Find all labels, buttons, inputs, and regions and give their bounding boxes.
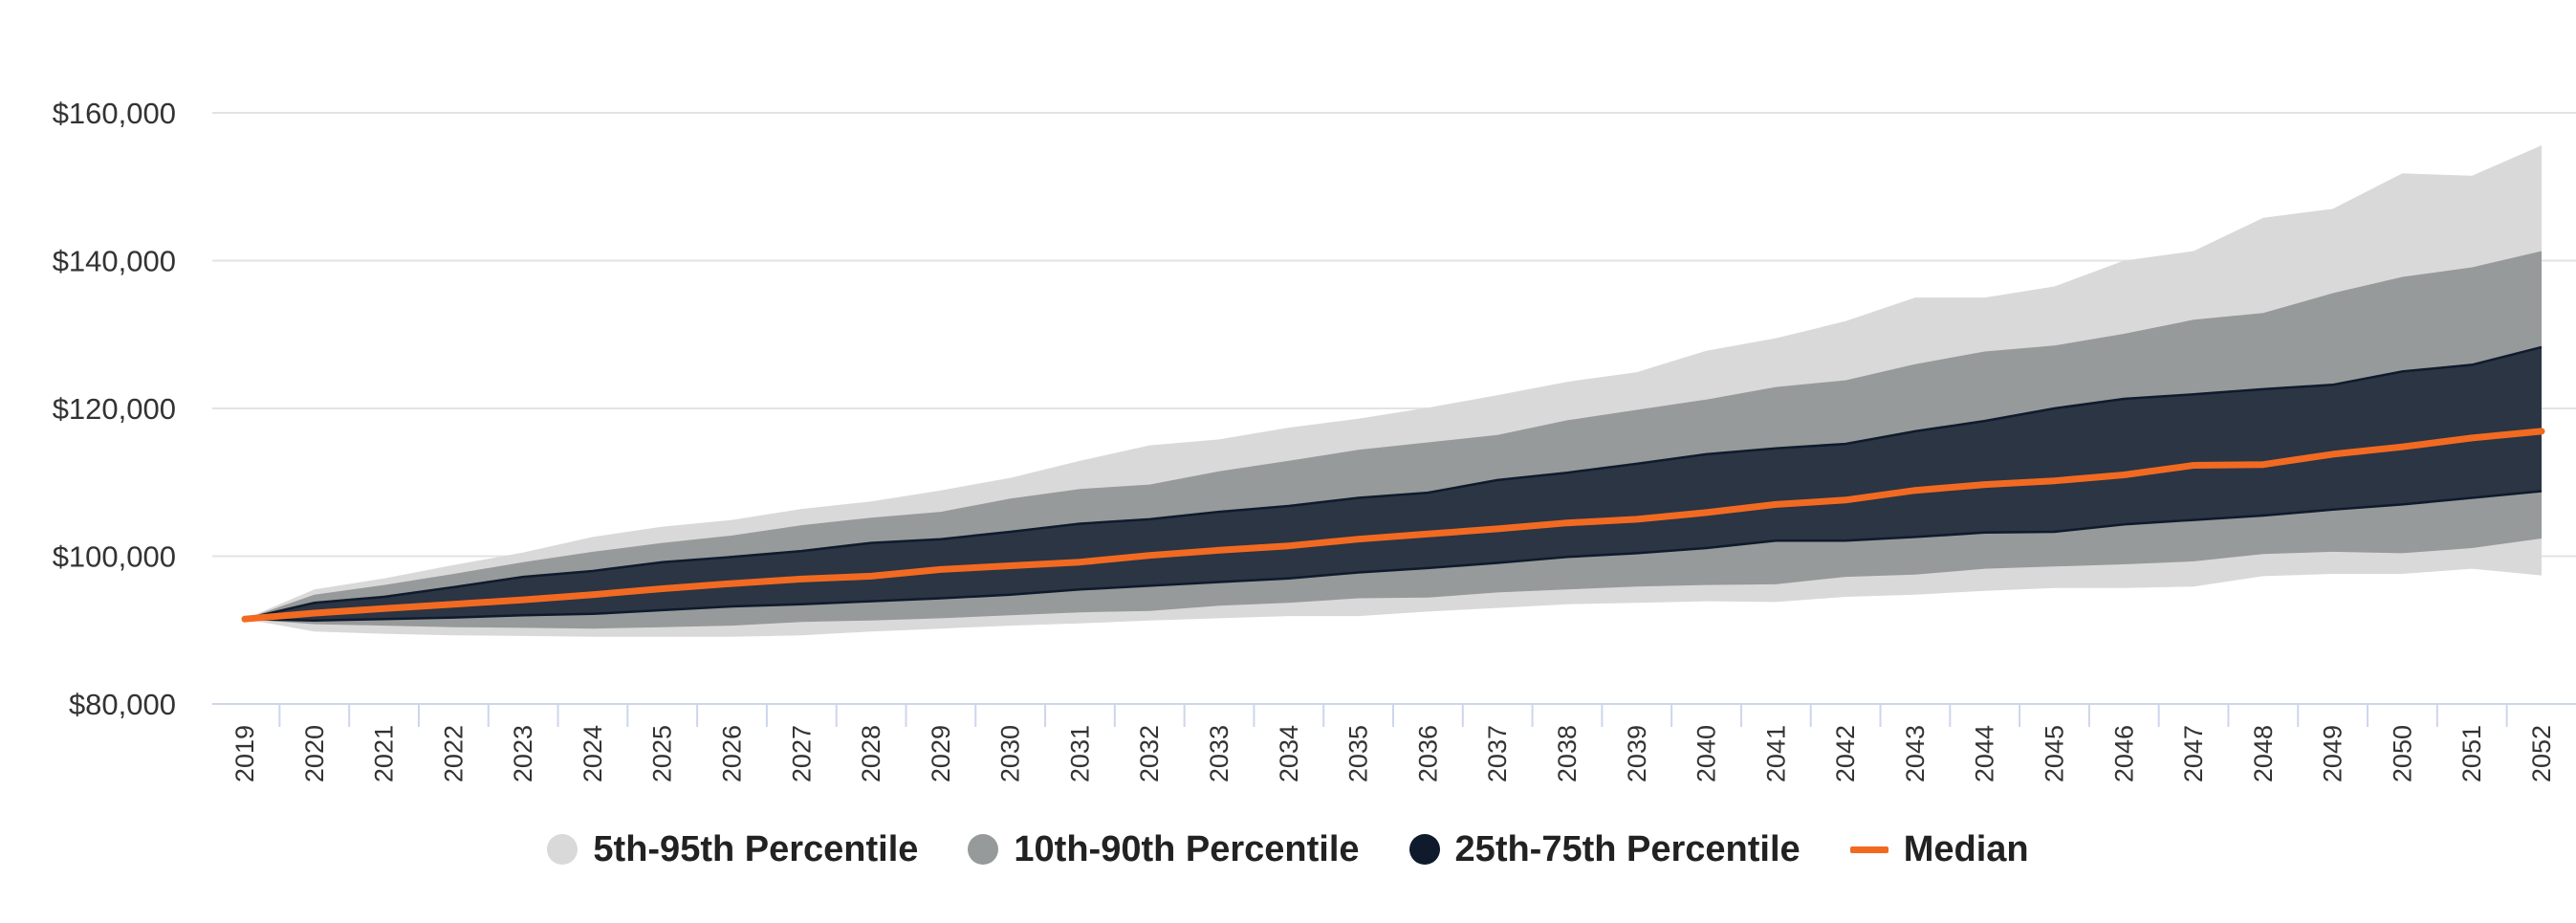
legend-swatch-25-75 xyxy=(1408,834,1440,865)
legend-label-25-75: 25th-75th Percentile xyxy=(1454,828,1801,869)
legend-item-25-75[interactable]: 25th-75th Percentile xyxy=(1408,828,1801,870)
legend-label-median: Median xyxy=(1903,828,2029,869)
x-axis-ticks: 2019 2020 2021 2022 2023 2024 2025 2026 2027 2028… xyxy=(230,725,2556,782)
y-tick-label: $160,000 xyxy=(53,97,176,130)
y-axis-ticks: $80,000 $100,000 $120,000 $140,000 $160,000 xyxy=(53,97,176,721)
x-tick-label: 2020 xyxy=(300,725,329,782)
x-tick-label: 2029 xyxy=(927,725,955,782)
x-tick-label: 2037 xyxy=(1483,725,1512,782)
x-tick-label: 2050 xyxy=(2388,725,2416,782)
x-tick-label: 2042 xyxy=(1831,725,1860,782)
x-tick-label: 2049 xyxy=(2319,725,2347,782)
x-tick-label: 2027 xyxy=(787,725,816,782)
x-tick-label: 2040 xyxy=(1692,725,1721,782)
y-tick-label: $100,000 xyxy=(53,540,176,574)
legend-swatch-5-95 xyxy=(547,834,579,865)
legend-swatch-10-90 xyxy=(968,834,999,865)
x-tick-label: 2022 xyxy=(439,725,468,782)
legend: 5th-95th Percentile 10th-90th Percentile… xyxy=(0,821,2576,878)
band-25-75-upper-edge xyxy=(244,345,2543,621)
x-axis xyxy=(212,703,2576,727)
x-tick-label: 2025 xyxy=(648,725,677,782)
percentile-chart: $80,000$100,000$120,000$140,000$160,000 … xyxy=(53,97,2576,782)
x-tick-label: 2026 xyxy=(718,725,747,782)
x-tick-label: 2019 xyxy=(230,725,259,782)
x-tick-label: 2023 xyxy=(509,725,537,782)
x-tick-label: 2038 xyxy=(1553,725,1582,782)
x-tick-label: 2051 xyxy=(2457,725,2486,782)
x-tick-label: 2033 xyxy=(1205,725,1233,782)
x-tick-label: 2036 xyxy=(1413,725,1442,782)
x-tick-label: 2052 xyxy=(2527,725,2556,782)
y-tick-label: $120,000 xyxy=(53,392,176,426)
band-25-75-lower-edge xyxy=(244,490,2543,622)
x-tick-label: 2041 xyxy=(1761,725,1790,782)
x-tick-label: 2031 xyxy=(1065,725,1094,782)
median-series xyxy=(241,428,2545,623)
legend-label-10-90: 10th-90th Percentile xyxy=(1014,828,1360,869)
x-tick-label: 2021 xyxy=(370,725,399,782)
legend-swatch-median xyxy=(1849,846,1888,853)
x-tick-label: 2034 xyxy=(1275,725,1303,782)
x-tick-label: 2035 xyxy=(1344,725,1373,782)
y-tick-label: $140,000 xyxy=(53,245,176,278)
legend-item-5-95[interactable]: 5th-95th Percentile xyxy=(547,829,918,870)
x-tick-label: 2047 xyxy=(2179,725,2208,782)
x-tick-label: 2048 xyxy=(2249,725,2278,782)
x-tick-label: 2043 xyxy=(1901,725,1930,782)
x-tick-label: 2030 xyxy=(996,725,1025,782)
x-tick-label: 2032 xyxy=(1135,725,1164,782)
legend-item-median[interactable]: Median xyxy=(1849,828,2029,870)
legend-item-10-90[interactable]: 10th-90th Percentile xyxy=(968,828,1360,870)
band-25th-75th-percentile xyxy=(245,346,2542,621)
x-tick-label: 2046 xyxy=(2109,725,2138,782)
x-tick-label: 2039 xyxy=(1623,725,1651,782)
legend-label-5-95: 5th-95th Percentile xyxy=(593,828,919,869)
x-tick-label: 2024 xyxy=(579,725,607,782)
median-line xyxy=(241,428,2545,623)
percentile-bands xyxy=(244,145,2543,637)
x-tick-label: 2028 xyxy=(857,725,885,782)
y-tick-label: $80,000 xyxy=(69,688,176,721)
x-tick-label: 2045 xyxy=(2040,725,2068,782)
x-tick-label: 2044 xyxy=(1971,725,1999,782)
